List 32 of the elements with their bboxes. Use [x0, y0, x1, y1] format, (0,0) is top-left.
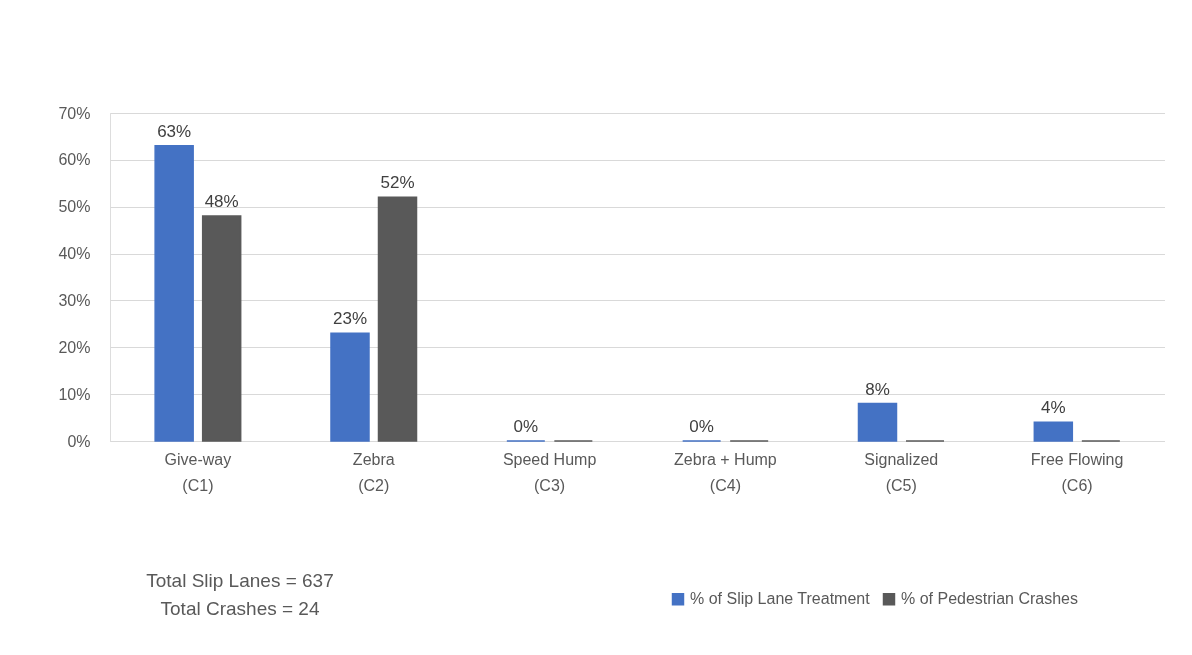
x-tick-label: Signalized (C5)	[864, 450, 939, 494]
y-tick-label: 0%	[67, 432, 91, 450]
bar	[330, 332, 370, 442]
data-label: 63%	[157, 121, 192, 141]
data-label: 0%	[513, 417, 539, 436]
y-tick-label: 50%	[58, 198, 91, 216]
x-tick-label: Speed Hump (C3)	[502, 450, 597, 494]
x-tick-label: Free Flowing (C6)	[1030, 450, 1124, 494]
bar	[377, 196, 418, 442]
y-tick-label: 20%	[58, 338, 91, 356]
x-tick-label: Give-way (C1)	[164, 450, 232, 494]
data-label: 48%	[204, 192, 239, 212]
y-tick-label: 40%	[58, 245, 91, 263]
x-tick-label: Zebra (C2)	[352, 450, 395, 494]
legend-label: % of Slip Lane Treatment	[690, 590, 871, 608]
text: Total Crashes = 24	[160, 598, 320, 619]
bar	[857, 402, 898, 442]
y-tick-label: 60%	[58, 151, 91, 169]
data-label: 23%	[332, 309, 367, 329]
legend-label: % of Pedestrian Crashes	[901, 590, 1078, 608]
y-tick-label: 70%	[58, 104, 91, 122]
text: Total Slip Lanes = 637	[146, 570, 334, 591]
bar	[201, 215, 242, 442]
y-tick-label: 10%	[58, 385, 91, 403]
data-label: 4%	[1041, 398, 1066, 418]
bar	[1033, 421, 1074, 442]
data-label: 52%	[380, 173, 415, 193]
bar	[154, 145, 194, 442]
x-tick-label: Zebra + Hump (C4)	[674, 450, 777, 494]
y-tick-label: 30%	[58, 291, 91, 309]
data-label: 8%	[865, 379, 890, 399]
data-label: 0%	[689, 417, 714, 436]
